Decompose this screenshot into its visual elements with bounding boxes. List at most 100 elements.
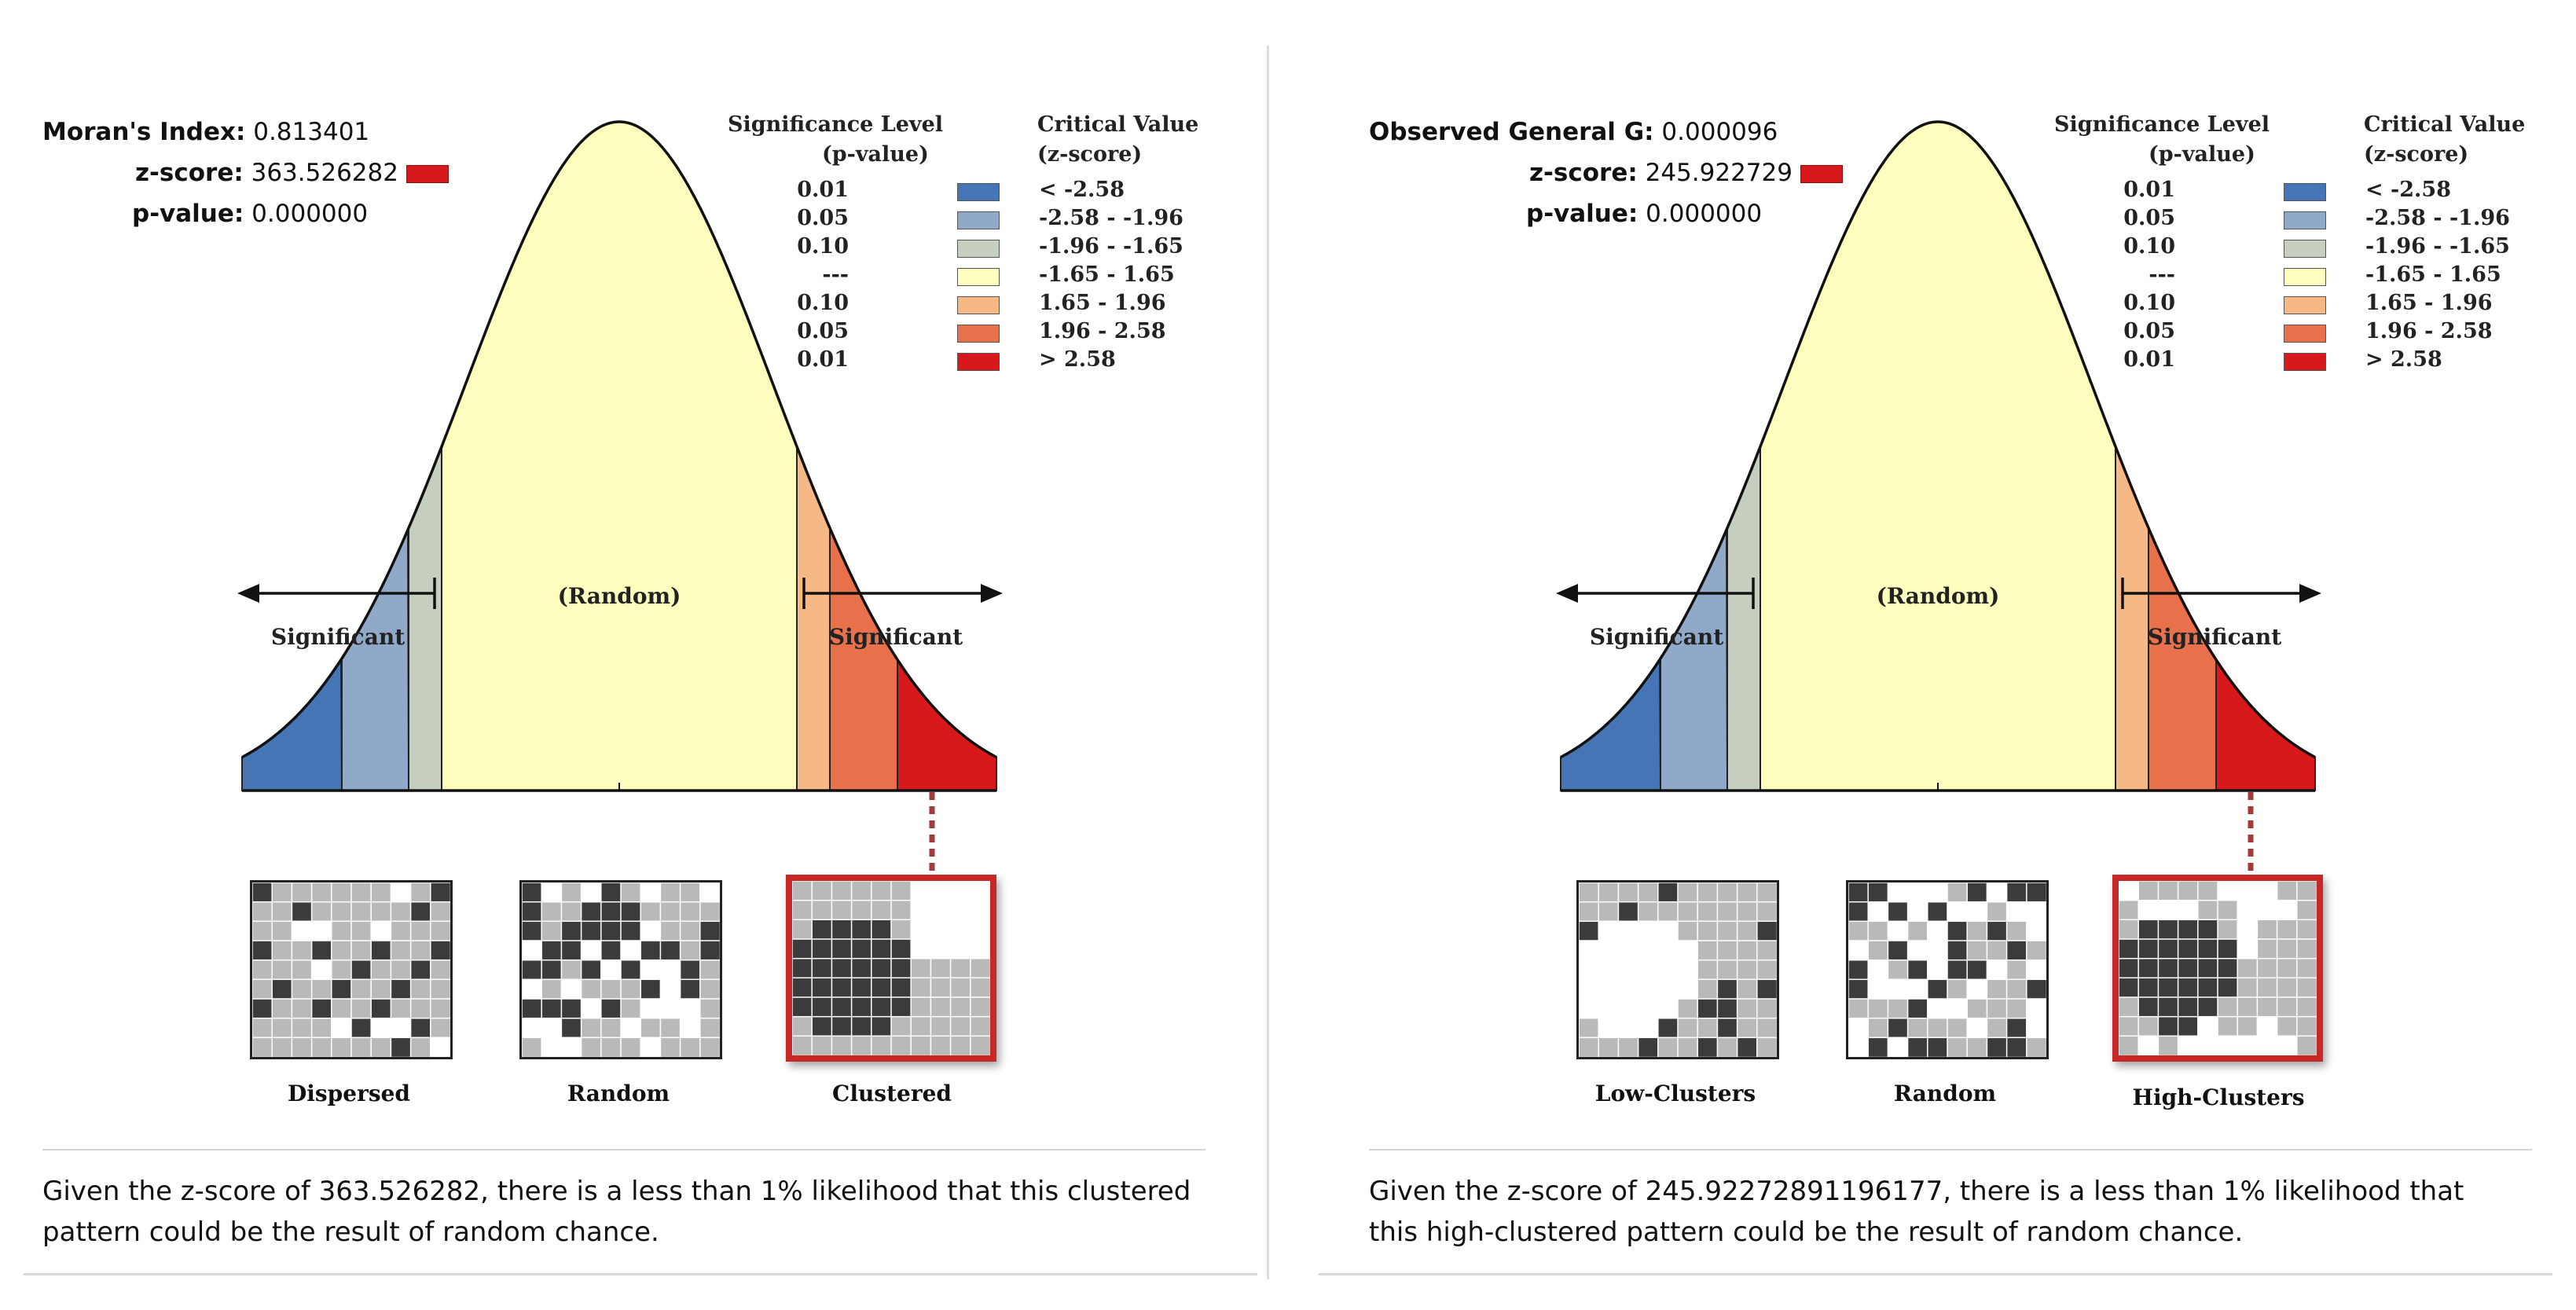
arrow-head-icon: [1556, 584, 1578, 603]
map-polygon: [2237, 1035, 2259, 1055]
map-polygon: [310, 883, 333, 903]
significant-left-label: Significant: [271, 624, 405, 650]
map-polygon: [910, 1035, 932, 1055]
map-polygon: [871, 957, 893, 979]
map-polygon: [679, 959, 702, 981]
map-polygon: [970, 957, 990, 979]
curve-region-bin-2: [1727, 446, 1761, 791]
map-polygon: [949, 1015, 972, 1037]
pattern-label-low-clusters: Low-Clusters: [1594, 1081, 1756, 1106]
legend-p-value: 0.01: [797, 178, 849, 202]
map-polygon: [949, 899, 972, 921]
curve-region-bin-4: [796, 446, 831, 791]
map-polygon: [1579, 1037, 1600, 1057]
map-polygon: [541, 920, 563, 942]
stat-p-value: p-value: 0.000000: [132, 193, 368, 234]
map-polygon: [310, 1017, 333, 1039]
map-polygon: [291, 959, 313, 981]
legend-z-range: 1.96 - 2.58: [1039, 319, 1166, 343]
map-polygon: [910, 957, 932, 979]
map-polygon: [792, 938, 813, 960]
legend-p-value: 0.10: [797, 291, 849, 315]
legend-p-value: 0.05: [2123, 206, 2175, 230]
map-polygon: [871, 899, 893, 921]
map-polygon: [699, 920, 720, 942]
map-polygon: [699, 940, 720, 961]
map-polygon: [699, 998, 720, 1019]
map-polygon: [2276, 1035, 2299, 1055]
map-polygon: [600, 940, 622, 961]
map-polygon: [1966, 998, 1988, 1019]
map-polygon: [2157, 1015, 2179, 1037]
map-polygon: [1657, 978, 1679, 1000]
map-polygon: [811, 1035, 833, 1055]
map-polygon: [291, 901, 313, 923]
map-polygon: [1867, 1017, 1889, 1039]
map-polygon: [871, 1035, 893, 1055]
legend-color-swatch: [957, 183, 1000, 201]
map-polygon: [2005, 901, 2028, 923]
map-polygon: [1716, 959, 1738, 981]
map-polygon: [2276, 881, 2299, 901]
map-polygon: [910, 996, 932, 1018]
map-polygon: [792, 996, 813, 1018]
map-polygon: [2119, 1035, 2140, 1055]
map-polygon: [1756, 940, 1777, 961]
map-polygon: [331, 920, 353, 942]
map-polygon: [620, 901, 642, 923]
map-polygon: [331, 1017, 353, 1039]
map-polygon: [930, 899, 952, 921]
curve-region-bin-1: [1660, 529, 1729, 791]
map-polygon: [310, 1037, 333, 1057]
map-polygon: [2157, 957, 2179, 979]
legend-z-range: -2.58 - -1.96: [1039, 206, 1183, 230]
map-polygon: [1966, 940, 1988, 961]
map-polygon: [1697, 940, 1719, 961]
map-polygon: [1848, 998, 1870, 1019]
map-polygon: [1617, 920, 1639, 942]
map-polygon: [409, 920, 432, 942]
map-polygon: [1716, 1037, 1738, 1057]
legend-color-swatch: [957, 325, 1000, 343]
map-polygon: [850, 977, 873, 999]
map-polygon: [831, 1035, 853, 1055]
map-polygon: [310, 901, 333, 923]
map-polygon: [1598, 940, 1620, 961]
map-polygon: [1986, 998, 2008, 1019]
map-polygon: [970, 996, 990, 1018]
legend-row: --- -1.65 - 1.65: [707, 262, 1210, 291]
map-polygon: [1848, 883, 1870, 903]
pattern-map-image: [1848, 883, 2046, 1057]
map-polygon: [1947, 920, 1969, 942]
map-polygon: [699, 1017, 720, 1039]
map-polygon: [792, 977, 813, 999]
map-polygon: [2005, 920, 2028, 942]
map-polygon: [580, 940, 603, 961]
map-polygon: [1579, 959, 1600, 981]
map-polygon: [1637, 998, 1660, 1019]
legend-z-range: -1.96 - -1.65: [2365, 234, 2510, 259]
map-polygon: [1617, 1017, 1639, 1039]
map-polygon: [2177, 957, 2200, 979]
map-polygon: [949, 938, 972, 960]
map-polygon: [1867, 940, 1889, 961]
legend-p-value: 0.01: [2123, 178, 2175, 202]
map-polygon: [252, 998, 273, 1019]
map-polygon: [252, 940, 273, 961]
z-score-color-swatch: [405, 165, 449, 183]
map-polygon: [1986, 978, 2008, 1000]
map-polygon: [2256, 938, 2278, 960]
map-polygon: [1637, 901, 1660, 923]
map-polygon: [1657, 1037, 1679, 1057]
map-polygon: [310, 978, 333, 1000]
map-polygon: [2137, 919, 2160, 941]
map-polygon: [679, 978, 702, 1000]
map-polygon: [560, 883, 582, 903]
map-polygon: [659, 978, 681, 1000]
map-polygon: [1927, 1017, 1949, 1039]
map-polygon: [1848, 978, 1870, 1000]
map-polygon: [890, 1035, 912, 1055]
map-polygon: [409, 1037, 432, 1057]
map-polygon: [831, 919, 853, 941]
map-polygon: [1637, 883, 1660, 903]
